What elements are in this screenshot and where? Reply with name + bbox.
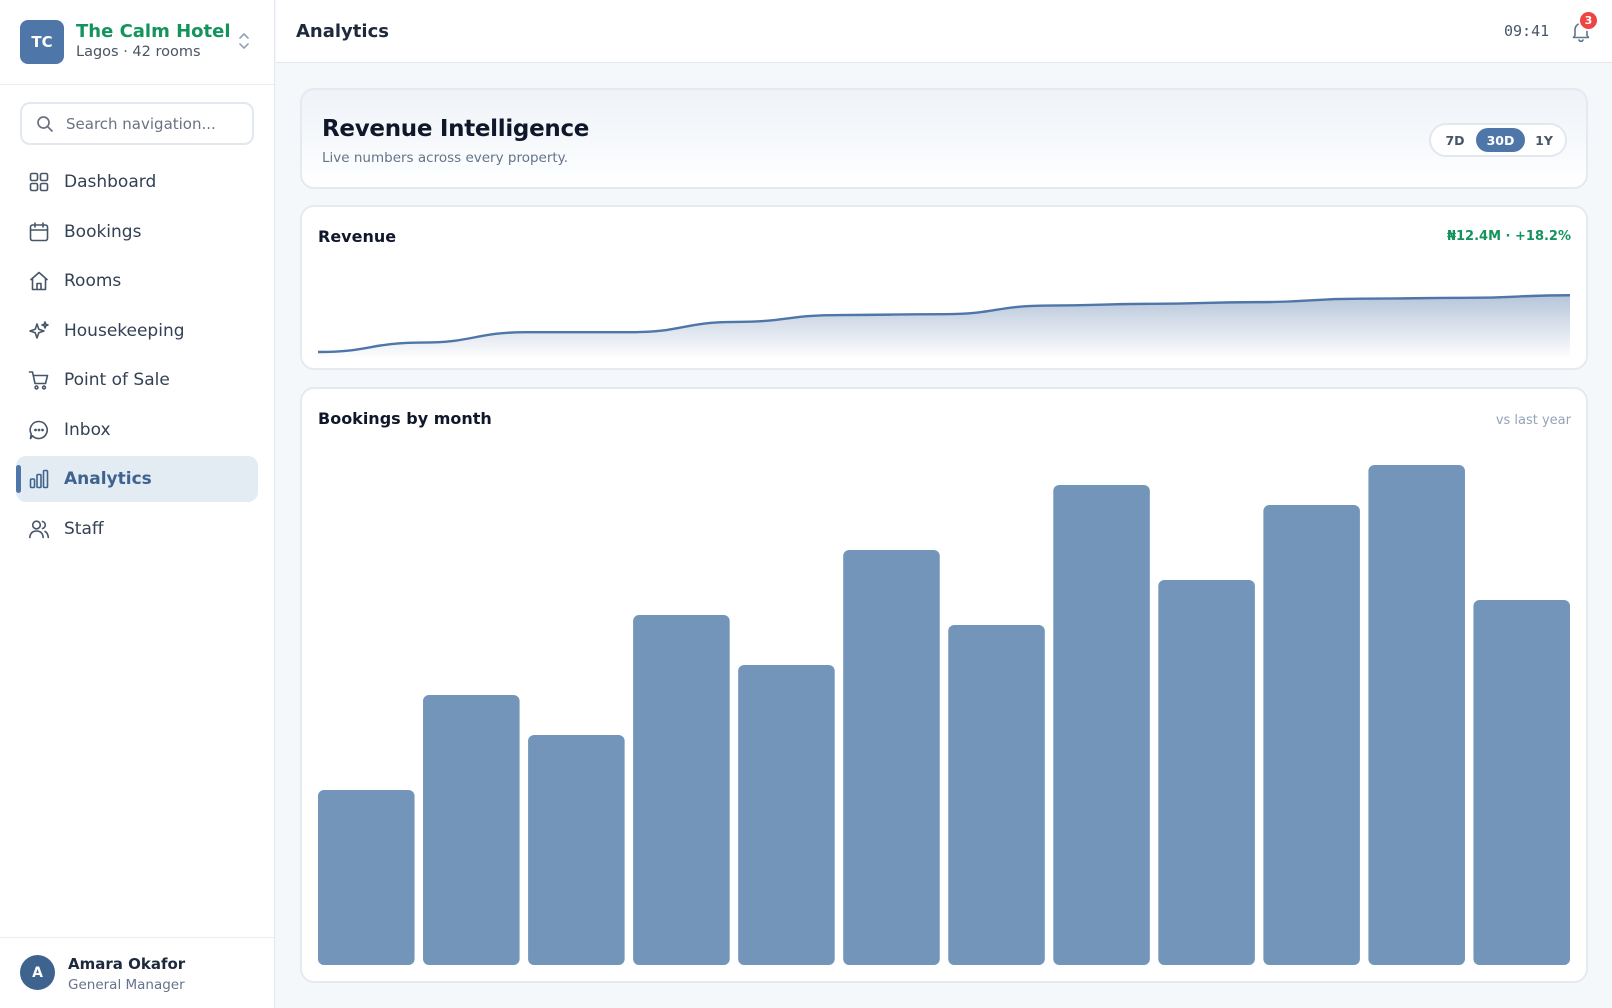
bookings-title: Bookings by month [318, 409, 492, 428]
sidebar-item-rooms[interactable]: Rooms [16, 258, 258, 304]
sidebar: TC The Calm Hotel Lagos · 42 rooms Dashb… [0, 0, 275, 1008]
top-header: Analytics 09:41 3 [276, 0, 1612, 63]
avatar: A [20, 955, 55, 990]
sidebar-item-bookings[interactable]: Bookings [16, 209, 258, 255]
bookings-bar-2 [423, 695, 520, 965]
revenue-line [318, 294, 1570, 354]
revenue-intelligence-card: Revenue Intelligence Live numbers across… [300, 88, 1588, 189]
sidebar-item-analytics[interactable]: Analytics [16, 456, 258, 502]
hotel-subtitle: Lagos · 42 rooms [76, 44, 201, 60]
bar-chart-icon [29, 469, 49, 489]
bookings-note: vs last year [1495, 413, 1571, 428]
sidebar-item-label: Inbox [64, 419, 111, 440]
sidebar-item-inbox[interactable]: Inbox [16, 407, 258, 453]
calendar-icon [29, 221, 49, 241]
bookings-bar-3 [528, 735, 625, 965]
chevron-up-down-icon[interactable] [236, 31, 252, 51]
revenue-chart [318, 294, 1570, 357]
sidebar-item-dashboard[interactable]: Dashboard [16, 159, 258, 205]
user-profile[interactable]: A Amara Okafor General Manager [0, 937, 274, 1008]
bookings-chart [318, 465, 1570, 965]
sidebar-item-label: Point of Sale [64, 370, 170, 390]
hero-title: Revenue Intelligence [322, 116, 590, 142]
sparkles-icon [29, 320, 49, 339]
range-7d-button[interactable]: 7D [1445, 132, 1465, 148]
bookings-bar-1 [318, 790, 415, 965]
bookings-bar-12 [1473, 600, 1570, 965]
hotel-switcher[interactable]: TC The Calm Hotel Lagos · 42 rooms [0, 0, 274, 85]
page-title: Analytics [296, 21, 389, 42]
bookings-bar-5 [738, 665, 835, 965]
sidebar-item-label: Staff [64, 518, 104, 539]
notification-badge: 3 [1578, 10, 1599, 31]
bookings-bar-6 [843, 550, 940, 965]
search-input[interactable] [66, 104, 246, 143]
home-icon [29, 271, 49, 291]
sidebar-item-housekeeping[interactable]: Housekeeping [16, 308, 258, 354]
cart-icon [28, 371, 49, 390]
user-name: Amara Okafor [68, 955, 186, 973]
hotel-name: The Calm Hotel [76, 21, 231, 42]
range-selector: 7D 30D 1Y [1429, 123, 1567, 157]
sidebar-item-label: Housekeeping [64, 320, 185, 341]
hero-subtitle: Live numbers across every property. [322, 150, 569, 166]
users-icon [29, 519, 50, 538]
bookings-card: Bookings by month vs last year [300, 387, 1588, 983]
revenue-stat: ₦12.4M · +18.2% [1446, 229, 1571, 244]
hotel-avatar: TC [20, 20, 64, 64]
active-indicator [16, 465, 21, 493]
bookings-bar-11 [1368, 465, 1465, 965]
bookings-bar-10 [1263, 505, 1360, 965]
sidebar-item-label: Dashboard [64, 172, 157, 192]
user-role: General Manager [68, 977, 185, 993]
sidebar-item-point-of-sale[interactable]: Point of Sale [16, 357, 258, 403]
grid-icon [29, 172, 49, 192]
sidebar-item-label: Bookings [64, 221, 142, 242]
search-box [20, 102, 254, 145]
bookings-bar-4 [633, 615, 730, 965]
bookings-bar-8 [1053, 485, 1150, 965]
bookings-bar-9 [1158, 580, 1255, 965]
revenue-title: Revenue [318, 227, 397, 246]
clock: 09:41 [1504, 22, 1550, 40]
chat-icon [29, 420, 48, 439]
revenue-card: Revenue ₦12.4M · +18.2% [300, 205, 1588, 370]
bookings-bar-7 [948, 625, 1045, 965]
revenue-area [318, 295, 1570, 357]
range-30d-button[interactable]: 30D [1476, 128, 1525, 152]
range-1y-button[interactable]: 1Y [1535, 132, 1553, 148]
sidebar-nav: Dashboard Bookings Rooms Housekeeping [16, 159, 258, 555]
search-icon [37, 116, 53, 132]
sidebar-item-staff[interactable]: Staff [16, 506, 258, 552]
sidebar-item-label: Analytics [64, 469, 152, 489]
sidebar-item-label: Rooms [64, 271, 122, 291]
